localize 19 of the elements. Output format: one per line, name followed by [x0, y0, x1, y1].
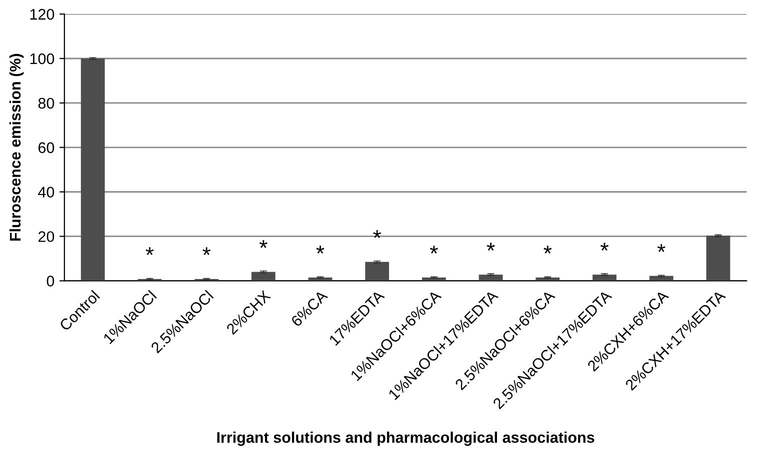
- annotation: *: [600, 242, 608, 251]
- annotation: *: [146, 247, 154, 256]
- x-axis-title: Irrigant solutions and pharmacological associations: [217, 432, 594, 446]
- annotation: *: [430, 246, 438, 254]
- y-tick-label: 60: [38, 142, 54, 154]
- annotation: *: [486, 242, 495, 251]
- y-axis-title: Fluroscence emission (%): [9, 54, 24, 241]
- y-tick-label: 0: [46, 276, 54, 286]
- annotation: *: [657, 244, 666, 252]
- y-tick-label: 100: [30, 53, 54, 64]
- annotation: *: [259, 240, 268, 248]
- annotation: *: [544, 246, 552, 254]
- y-tick-label: 20: [38, 231, 54, 242]
- annotation: *: [373, 230, 382, 238]
- annotation: *: [316, 246, 324, 254]
- y-tick-label: 120: [30, 8, 54, 20]
- y-tick-label: 40: [38, 186, 54, 198]
- y-tick-label: 80: [38, 98, 54, 109]
- annotation: *: [202, 247, 211, 256]
